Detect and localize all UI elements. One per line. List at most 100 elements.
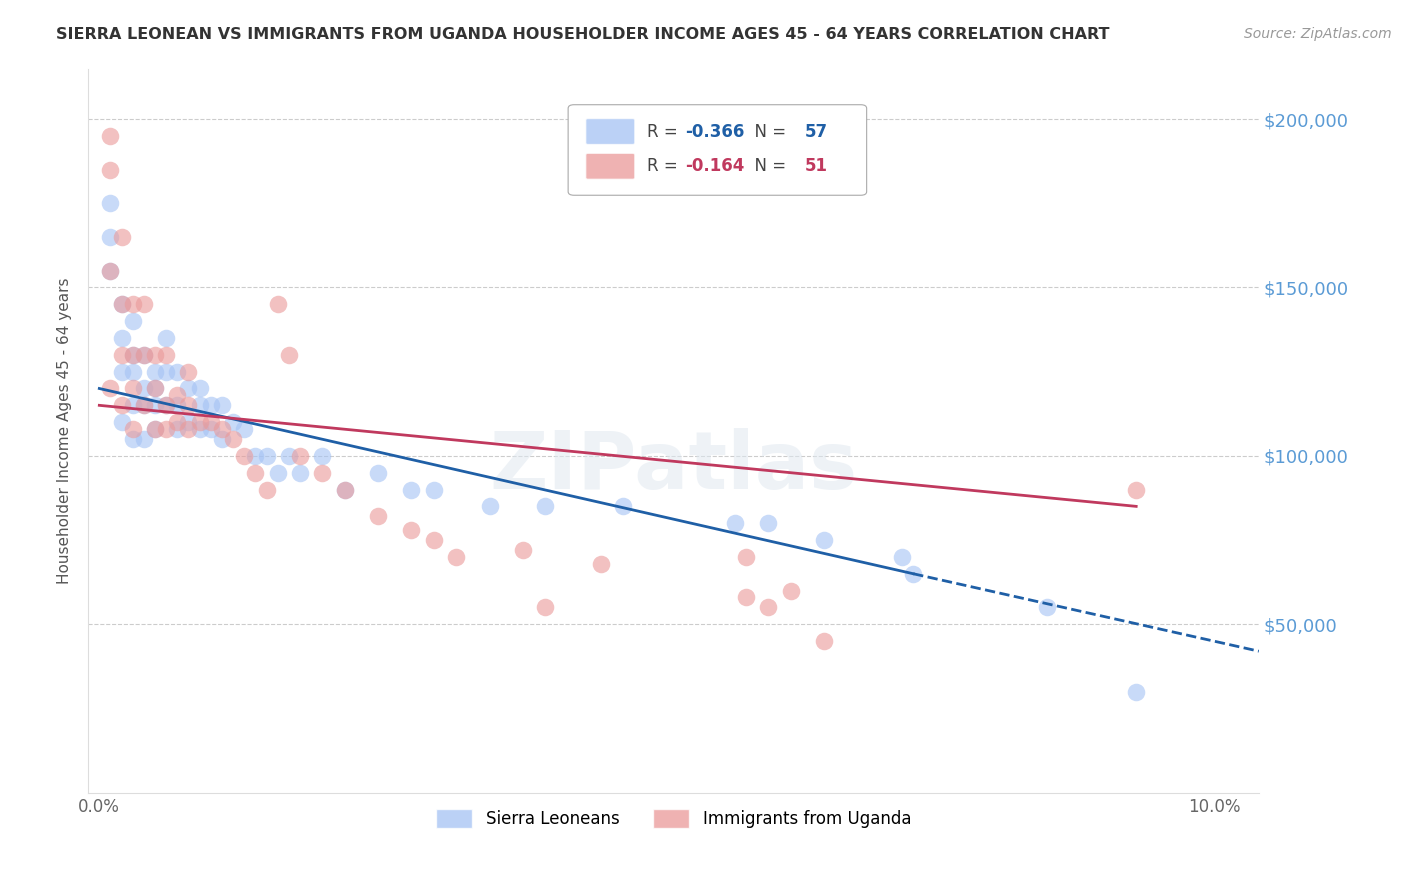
Point (779, 583, 801, 598)
Point (177, 415, 200, 429)
Point (256, 449, 278, 463)
Point (188, 382, 211, 396)
Text: -0.164: -0.164 (685, 157, 745, 176)
Point (311, 449, 333, 463)
Point (177, 365, 200, 379)
Point (512, 543, 534, 558)
Point (143, 382, 166, 396)
Point (143, 348, 166, 362)
Point (478, 500, 501, 514)
Point (110, 297, 132, 311)
Point (1036, 600, 1059, 615)
Point (110, 230, 132, 244)
Point (288, 449, 311, 463)
Point (166, 365, 188, 379)
Point (233, 422, 256, 436)
Point (110, 348, 132, 362)
Point (367, 466, 389, 480)
Point (401, 483, 423, 497)
Point (121, 398, 143, 412)
Point (245, 449, 267, 463)
Point (188, 398, 211, 412)
Point (367, 509, 389, 524)
Legend: Sierra Leoneans, Immigrants from Uganda: Sierra Leoneans, Immigrants from Uganda (429, 803, 918, 835)
Point (200, 415, 222, 429)
Point (756, 600, 779, 615)
Point (333, 483, 356, 497)
Point (288, 466, 311, 480)
Point (534, 500, 557, 514)
Text: N =: N = (744, 157, 792, 176)
Point (724, 516, 747, 531)
Point (277, 348, 299, 362)
Point (143, 398, 166, 412)
Point (110, 331, 132, 345)
Point (121, 365, 143, 379)
Point (132, 348, 155, 362)
FancyBboxPatch shape (586, 119, 636, 145)
Point (813, 634, 835, 648)
Point (132, 348, 155, 362)
Point (155, 398, 177, 412)
Point (110, 415, 132, 429)
Point (132, 398, 155, 412)
Point (222, 415, 245, 429)
Text: SIERRA LEONEAN VS IMMIGRANTS FROM UGANDA HOUSEHOLDER INCOME AGES 45 - 64 YEARS C: SIERRA LEONEAN VS IMMIGRANTS FROM UGANDA… (56, 27, 1109, 42)
Point (401, 523, 423, 537)
Point (121, 348, 143, 362)
Point (534, 600, 557, 615)
Point (211, 432, 233, 446)
Point (143, 365, 166, 379)
Point (132, 398, 155, 412)
Point (132, 432, 155, 446)
Point (444, 549, 467, 564)
Point (143, 422, 166, 436)
Point (110, 365, 132, 379)
Point (155, 331, 177, 345)
Text: R =: R = (647, 122, 682, 141)
Point (121, 432, 143, 446)
Point (735, 549, 758, 564)
Point (132, 297, 155, 311)
Point (200, 398, 222, 412)
Point (132, 382, 155, 396)
Point (166, 388, 188, 402)
Point (121, 297, 143, 311)
Point (188, 415, 211, 429)
Point (155, 422, 177, 436)
Point (100, 263, 122, 277)
Point (756, 516, 779, 531)
Point (612, 500, 634, 514)
Text: 51: 51 (804, 157, 828, 176)
Point (256, 483, 278, 497)
Point (166, 415, 188, 429)
Point (423, 533, 446, 547)
Point (267, 466, 290, 480)
Point (100, 230, 122, 244)
Point (100, 128, 122, 143)
Point (1125, 483, 1147, 497)
Point (200, 422, 222, 436)
Point (233, 449, 256, 463)
Point (121, 422, 143, 436)
Point (177, 398, 200, 412)
Point (121, 314, 143, 328)
Point (177, 382, 200, 396)
Point (143, 422, 166, 436)
Point (110, 297, 132, 311)
Point (100, 382, 122, 396)
Point (891, 549, 914, 564)
FancyBboxPatch shape (568, 104, 866, 195)
Point (143, 382, 166, 396)
Point (166, 422, 188, 436)
Point (277, 449, 299, 463)
Point (267, 297, 290, 311)
Point (222, 432, 245, 446)
Text: ZIPatlas: ZIPatlas (489, 428, 858, 506)
FancyBboxPatch shape (586, 153, 636, 179)
Point (188, 422, 211, 436)
Point (311, 466, 333, 480)
Point (735, 591, 758, 605)
Text: Source: ZipAtlas.com: Source: ZipAtlas.com (1244, 27, 1392, 41)
Point (177, 422, 200, 436)
